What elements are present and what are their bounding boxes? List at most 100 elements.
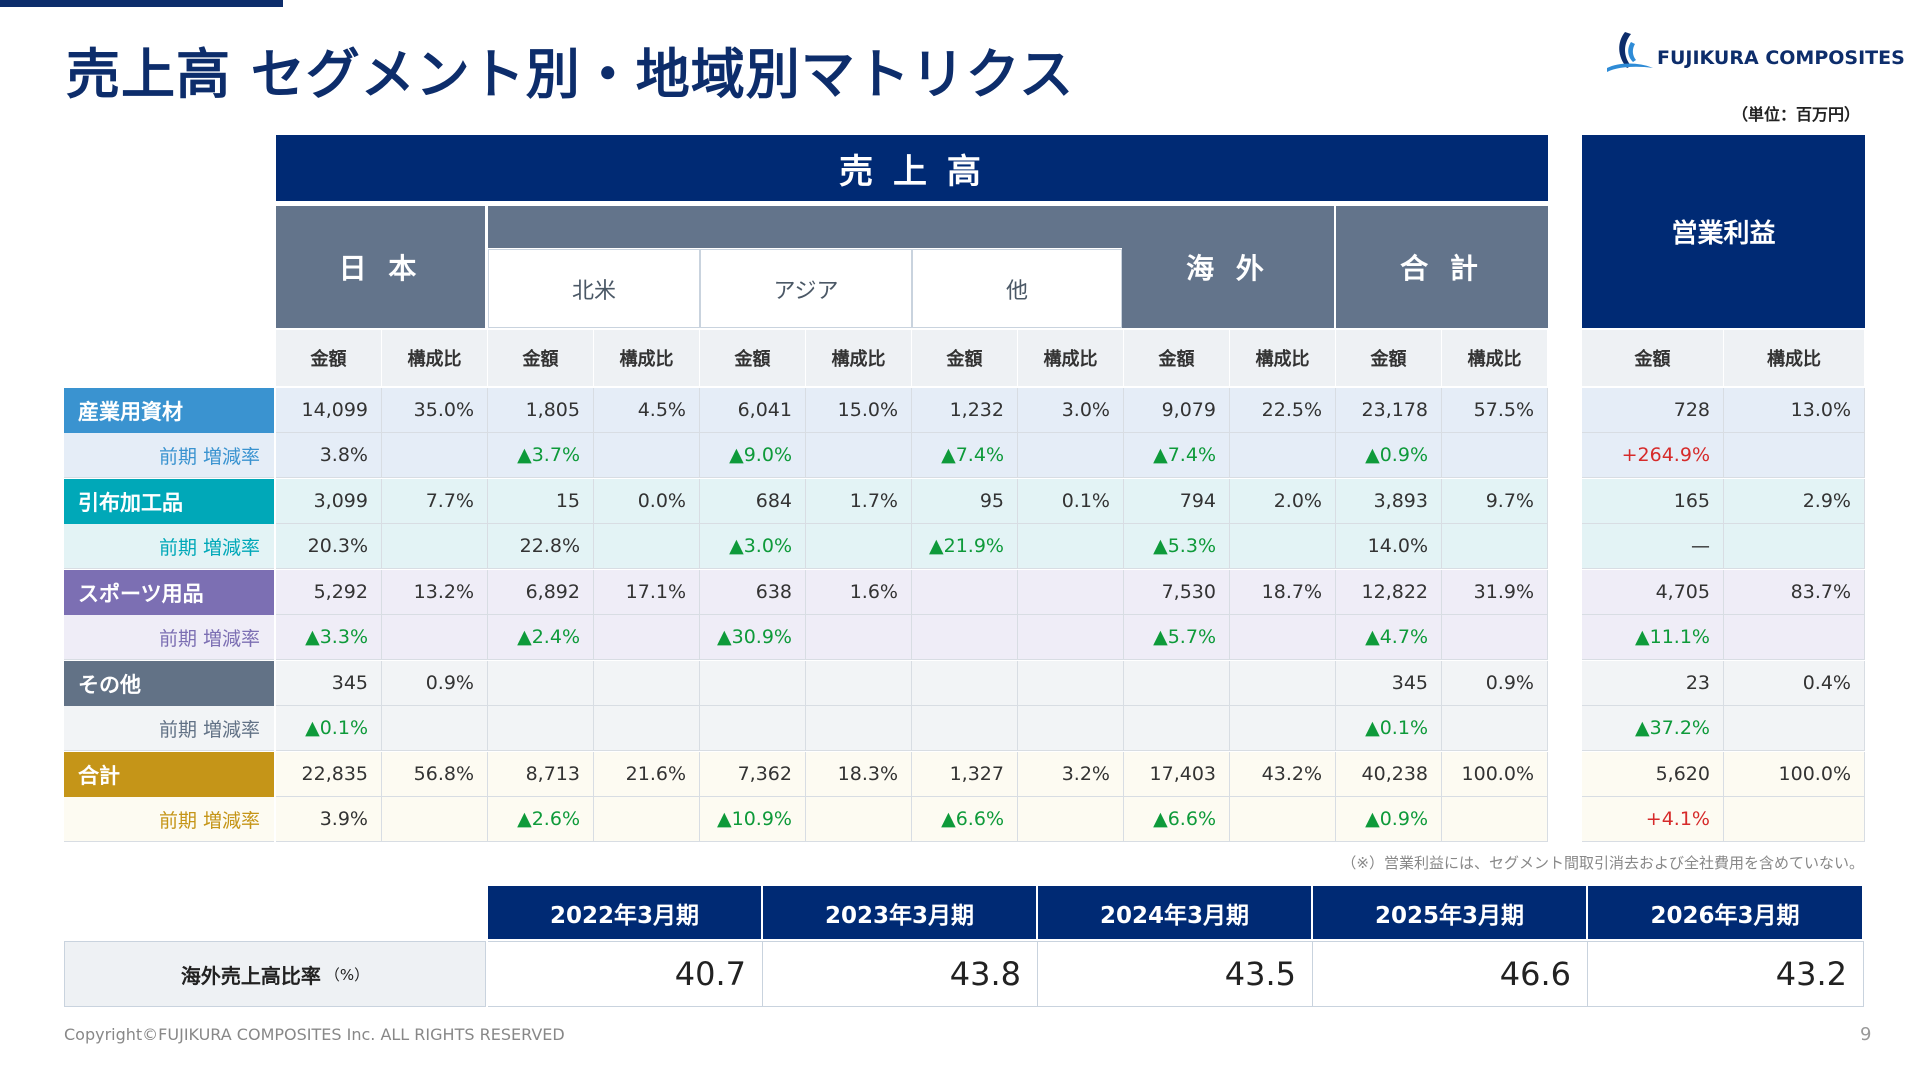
page-number: 9: [1860, 1024, 1872, 1045]
overseas-ratio-unit: （%）: [324, 965, 370, 984]
industrial-materials-rate-cell: [1230, 433, 1336, 478]
others-value-cell: 345: [276, 661, 382, 706]
coated-fabrics-rate-cell: ▲21.9%: [912, 524, 1018, 569]
coated-fabrics-value-cell: 684: [700, 479, 806, 524]
others-op-profit-cell: 23: [1582, 661, 1724, 706]
industrial-materials-rate-cell: [594, 433, 700, 478]
sporting-goods-rate-cell: [912, 615, 1018, 660]
others-value-cell: 0.9%: [382, 661, 488, 706]
industrial-materials-value-cell: 22.5%: [1230, 388, 1336, 433]
industrial-materials-rate-cell: ▲9.0%: [700, 433, 806, 478]
others-value-cell: [1018, 661, 1124, 706]
total-amount-header: 金額: [1336, 330, 1442, 386]
row-label-total: 合計: [64, 752, 274, 797]
rate-label-industrial-materials: 前期 増減率: [64, 433, 274, 478]
industrial-materials-op-profit-rate-cell: [1724, 433, 1865, 478]
others-rate-cell: [1018, 706, 1124, 751]
coated-fabrics-value-cell: 3,099: [276, 479, 382, 524]
industrial-materials-op-profit-rate-cell: +264.9%: [1582, 433, 1724, 478]
company-logo: FUJIKURA COMPOSITES: [1605, 28, 1905, 78]
total-rate-cell: ▲2.6%: [488, 797, 594, 842]
coated-fabrics-value-cell: 1.7%: [806, 479, 912, 524]
total-value-cell: 21.6%: [594, 752, 700, 797]
op-profit-header: 営業利益: [1582, 135, 1865, 328]
total-value-cell: 8,713: [488, 752, 594, 797]
sporting-goods-op-profit-cell: 4,705: [1582, 570, 1724, 615]
others-rate-cell: [806, 706, 912, 751]
other-region-amount-header: 金額: [912, 330, 1018, 386]
total-value-cell: 100.0%: [1442, 752, 1548, 797]
industrial-materials-value-cell: 15.0%: [806, 388, 912, 433]
asia-ratio-header: 構成比: [806, 330, 912, 386]
total-ratio-header: 構成比: [1442, 330, 1548, 386]
total-value-cell: 3.2%: [1018, 752, 1124, 797]
industrial-materials-value-cell: 4.5%: [594, 388, 700, 433]
others-value-cell: 0.9%: [1442, 661, 1548, 706]
industrial-materials-value-cell: 14,099: [276, 388, 382, 433]
asia-header: アジア: [700, 249, 912, 328]
north-america-header: 北米: [488, 249, 700, 328]
coated-fabrics-op-profit-rate-cell: —: [1582, 524, 1724, 569]
industrial-materials-rate-cell: ▲7.4%: [1124, 433, 1230, 478]
others-value-cell: [594, 661, 700, 706]
op-profit-ratio-header: 構成比: [1724, 330, 1865, 386]
japan-ratio-header: 構成比: [382, 330, 488, 386]
sporting-goods-value-cell: 12,822: [1336, 570, 1442, 615]
row-label-coated-fabrics: 引布加工品: [64, 479, 274, 524]
industrial-materials-op-profit-cell: 728: [1582, 388, 1724, 433]
coated-fabrics-value-cell: 9.7%: [1442, 479, 1548, 524]
row-label-sporting-goods: スポーツ用品: [64, 570, 274, 615]
sporting-goods-value-cell: 1.6%: [806, 570, 912, 615]
total-value-cell: 43.2%: [1230, 752, 1336, 797]
overseas-header: 海 外: [1122, 206, 1334, 328]
coated-fabrics-op-profit-cell: 2.9%: [1724, 479, 1865, 524]
fiscal-year-header: 2025年3月期: [1313, 886, 1588, 939]
sporting-goods-value-cell: [1018, 570, 1124, 615]
fiscal-year-header: 2023年3月期: [763, 886, 1038, 939]
others-value-cell: [700, 661, 806, 706]
coated-fabrics-value-cell: 0.1%: [1018, 479, 1124, 524]
sporting-goods-op-profit-rate-cell: ▲11.1%: [1582, 615, 1724, 660]
sporting-goods-rate-cell: ▲4.7%: [1336, 615, 1442, 660]
total-op-profit-cell: 5,620: [1582, 752, 1724, 797]
sales-header: 売 上 高: [276, 135, 1548, 201]
industrial-materials-rate-cell: [806, 433, 912, 478]
coated-fabrics-value-cell: 3,893: [1336, 479, 1442, 524]
sporting-goods-value-cell: [912, 570, 1018, 615]
japan-header: 日 本: [276, 206, 485, 328]
others-value-cell: [1124, 661, 1230, 706]
coated-fabrics-value-cell: 2.0%: [1230, 479, 1336, 524]
others-rate-cell: [594, 706, 700, 751]
sporting-goods-value-cell: 5,292: [276, 570, 382, 615]
industrial-materials-value-cell: 57.5%: [1442, 388, 1548, 433]
total-rate-cell: [1442, 797, 1548, 842]
total-value-cell: 22,835: [276, 752, 382, 797]
coated-fabrics-value-cell: 0.0%: [594, 479, 700, 524]
rate-label-coated-fabrics: 前期 増減率: [64, 524, 274, 569]
coated-fabrics-value-cell: 95: [912, 479, 1018, 524]
sporting-goods-rate-cell: ▲2.4%: [488, 615, 594, 660]
total-rate-cell: [382, 797, 488, 842]
coated-fabrics-op-profit-cell: 165: [1582, 479, 1724, 524]
top-accent-bar: [0, 0, 283, 7]
others-rate-cell: [1124, 706, 1230, 751]
total-value-cell: 1,327: [912, 752, 1018, 797]
coated-fabrics-value-cell: 15: [488, 479, 594, 524]
others-value-cell: [912, 661, 1018, 706]
coated-fabrics-rate-cell: 20.3%: [276, 524, 382, 569]
coated-fabrics-rate-cell: [594, 524, 700, 569]
sporting-goods-rate-cell: [806, 615, 912, 660]
industrial-materials-value-cell: 35.0%: [382, 388, 488, 433]
sporting-goods-op-profit-rate-cell: [1724, 615, 1865, 660]
others-value-cell: [488, 661, 594, 706]
others-op-profit-cell: 0.4%: [1724, 661, 1865, 706]
overseas-ratio-value: 46.6: [1313, 941, 1588, 1007]
rate-label-sporting-goods: 前期 増減率: [64, 615, 274, 660]
coated-fabrics-rate-cell: [382, 524, 488, 569]
industrial-materials-value-cell: 23,178: [1336, 388, 1442, 433]
sporting-goods-rate-cell: ▲5.7%: [1124, 615, 1230, 660]
industrial-materials-op-profit-cell: 13.0%: [1724, 388, 1865, 433]
other-region-ratio-header: 構成比: [1018, 330, 1124, 386]
total-rate-cell: ▲6.6%: [1124, 797, 1230, 842]
others-value-cell: [806, 661, 912, 706]
